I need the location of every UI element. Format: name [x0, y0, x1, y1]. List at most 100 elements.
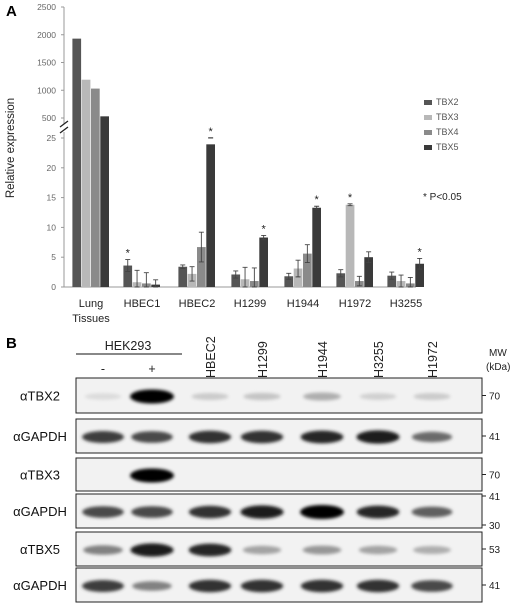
blot-band	[301, 580, 343, 592]
blot-band	[82, 580, 124, 592]
y-tick-label: 1500	[37, 58, 56, 68]
bar-tbx3	[82, 80, 91, 287]
bar-tbx5	[100, 116, 109, 287]
mw-header-line1: MW	[489, 348, 507, 359]
legend-swatch-tbx2	[424, 100, 432, 105]
legend-label-tbx3: TBX3	[436, 112, 459, 122]
significance-asterisk: *	[418, 246, 423, 258]
blot-band	[130, 390, 174, 404]
bar-tbx2	[72, 39, 81, 287]
bar-tbx4	[91, 89, 100, 287]
bar-tbx5	[259, 238, 268, 287]
blot-band	[130, 543, 173, 556]
significance-note: * P<0.05	[423, 192, 462, 203]
legend-label-tbx4: TBX4	[436, 127, 459, 137]
significance-asterisk: *	[126, 248, 131, 260]
blot-band	[360, 393, 397, 400]
y-tick-label: 15	[47, 193, 57, 203]
blot-row-label: αTBX2	[20, 389, 60, 404]
blot-band	[132, 581, 172, 591]
blot-band	[189, 544, 232, 557]
blot-row-label: αGAPDH	[13, 578, 67, 593]
y-tick-label: 25	[47, 133, 57, 143]
legend-label-tbx2: TBX2	[436, 97, 459, 107]
lane-label: H1299	[256, 341, 270, 378]
y-tick-label: 20	[47, 163, 57, 173]
bar-tbx5	[206, 144, 215, 287]
significance-asterisk: *	[315, 194, 320, 206]
mw-marker-label: 30	[489, 521, 501, 532]
blot-band	[82, 506, 124, 518]
chart-legend: TBX2 TBX3 TBX4 TBX5	[424, 97, 459, 152]
y-tick-label: 5	[51, 252, 56, 262]
blot-band	[241, 431, 283, 443]
blot-row-label: αTBX3	[20, 468, 60, 483]
mw-marker-label: 53	[489, 545, 501, 556]
blot-band	[357, 580, 399, 592]
x-category-label: Lung	[79, 298, 103, 310]
panel-a-label: A	[6, 3, 17, 20]
legend-swatch-tbx3	[424, 115, 432, 120]
blot-band	[359, 546, 397, 554]
x-category-label: H1299	[234, 298, 266, 310]
blot-row-label: αTBX5	[20, 542, 60, 557]
bar-tbx5	[312, 208, 321, 287]
x-category-label: H1944	[287, 298, 319, 310]
blot-band	[412, 507, 453, 518]
blot-band	[131, 506, 173, 518]
blot-band	[414, 393, 451, 400]
y-tick-label: 2000	[37, 30, 56, 40]
mw-header-line2: (kDa)	[486, 362, 510, 373]
hek293-group-label: HEK293	[105, 339, 152, 353]
lane-label: HBEC2	[204, 336, 218, 378]
mw-marker-label: 41	[489, 432, 501, 443]
bar-chart: Relative expression051015202550010001500…	[5, 2, 424, 325]
y-tick-label: 2500	[37, 2, 56, 12]
blot-band	[189, 580, 231, 592]
blot-band	[411, 580, 453, 592]
blot-band	[131, 431, 173, 443]
y-tick-label: 1000	[37, 85, 56, 95]
blot-band	[300, 505, 344, 519]
legend-swatch-tbx4	[424, 130, 432, 135]
legend-label-tbx5: TBX5	[436, 142, 459, 152]
panel-b-label: B	[6, 335, 17, 352]
blot-band	[192, 393, 229, 400]
mw-marker-label: 70	[489, 471, 501, 482]
significance-asterisk: *	[348, 192, 353, 204]
blot-band	[85, 393, 121, 399]
lane-label: +	[148, 362, 155, 376]
blot-band	[412, 432, 452, 442]
y-axis-label: Relative expression	[5, 98, 17, 198]
blot-band	[130, 469, 174, 483]
mw-marker-label: 70	[489, 392, 501, 403]
y-tick-label: 500	[42, 113, 56, 123]
lane-label: H3255	[372, 341, 386, 378]
blot-band	[303, 393, 341, 401]
x-category-label: H3255	[390, 298, 422, 310]
mw-marker-label: 41	[489, 581, 501, 592]
x-category-label: HBEC1	[124, 298, 161, 310]
blot-row-label: αGAPDH	[13, 429, 67, 444]
blot-band	[356, 430, 399, 443]
blot-band	[189, 431, 231, 443]
bar-tbx2	[178, 267, 187, 287]
y-tick-label: 10	[47, 222, 57, 232]
bar-tbx3	[346, 205, 355, 287]
blot-band	[243, 546, 281, 554]
blot-band	[241, 580, 283, 592]
blot-band	[189, 506, 231, 518]
lane-label: -	[101, 362, 105, 376]
significance-asterisk: *	[262, 223, 267, 235]
blot-band	[301, 431, 344, 444]
mw-marker-label: 41	[489, 492, 501, 503]
x-category-label: Tissues	[72, 313, 110, 325]
x-category-label: H1972	[339, 298, 371, 310]
blot-band	[303, 546, 342, 555]
lane-label: H1972	[426, 341, 440, 378]
blot-band	[83, 545, 123, 555]
